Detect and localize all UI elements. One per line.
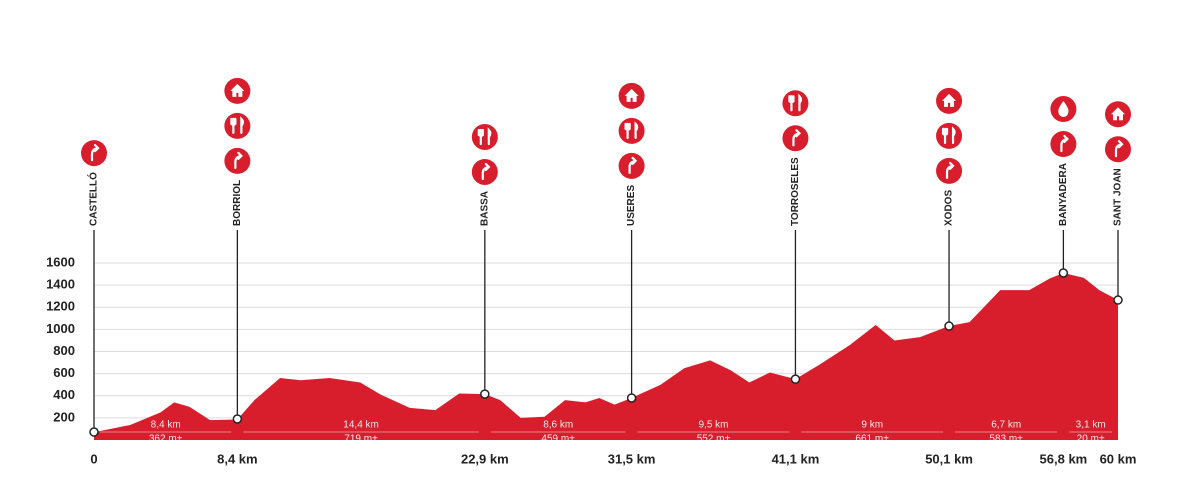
segment-distance: 8,4 km [151,420,181,431]
icon [81,140,107,167]
segment-climb: 459 m+ [541,434,575,445]
y-tick-label: 1600 [46,254,75,269]
icon [618,82,645,109]
segment-climb: 20 m+ [1077,434,1105,445]
y-tick-label: 1000 [46,321,75,336]
x-tick-label: 0 [90,451,97,466]
icon-food [624,121,639,139]
segment-distance: 14,4 km [343,420,379,431]
icon-food [788,93,803,112]
icon-food [477,127,492,146]
icon [936,87,963,114]
y-tick-label: 600 [53,365,75,380]
icon-bg [618,152,645,179]
stop-marker [790,374,801,384]
icon-bg [936,157,963,184]
icon-route [234,151,243,169]
segment-climb: 583 m+ [989,434,1023,445]
icon [936,157,963,184]
icon-home [1111,107,1125,121]
icon-bg [471,158,498,185]
icon-route [90,144,100,162]
icon-home [230,83,245,97]
icon-route [945,161,955,179]
stop-name: XODOS [944,190,955,226]
icon-bg [782,90,809,117]
stop-marker [944,321,954,331]
icon [224,147,251,174]
stop-marker [1058,268,1069,278]
stop-marker [232,414,243,424]
icon-bg [1050,131,1077,158]
stop-name: SANT JOAN [1113,168,1124,226]
icon [224,77,251,104]
segment-climb: 719 m+ [344,434,378,445]
icon [782,90,809,117]
segment-climb: 362 m+ [149,434,183,445]
icon-bg [81,140,107,167]
icon [618,152,645,179]
stop-name: BANYADERA [1058,163,1069,226]
icon [936,122,963,149]
y-tick-label: 200 [53,409,75,424]
icon-bg [782,125,809,152]
stop-name: BASSA [479,191,490,226]
icon [618,117,645,144]
segment-climb: 552 m+ [697,434,731,445]
icon-bg [224,147,251,174]
icon-bg [936,122,963,149]
icon [782,125,809,152]
x-tick-label: 22,9 km [461,451,509,466]
icon-bg [1105,136,1131,163]
stop-marker [626,393,637,403]
icon-home [624,88,639,102]
segment-climb: 661 m+ [855,434,889,445]
icon-home [942,93,957,107]
segment-distance: 9 km [861,420,883,431]
stop-marker [480,389,490,399]
stop-marker [1113,295,1123,305]
y-tick-label: 400 [53,387,75,402]
icon [471,123,498,150]
y-tick-label: 1200 [46,299,75,314]
icon-route [1060,134,1069,153]
icon-drop [1058,101,1069,118]
segment-distance: 9,5 km [699,420,729,431]
x-tick-label: 8,4 km [217,451,257,466]
stop-marker [89,427,99,437]
icon-food [941,126,956,144]
segment-distance: 6,7 km [991,420,1021,431]
icon-route [481,162,491,181]
icon-bg [618,117,645,144]
icon-food [230,116,244,134]
icon [471,158,498,185]
elevation-area [94,272,1118,440]
segment-distance: 8,6 km [543,420,573,431]
x-tick-label: 50,1 km [925,451,973,466]
segment-distance: 3,1 km [1076,420,1106,431]
icon [1050,131,1077,158]
icon [1105,101,1131,128]
stop-name: TORROSELES [790,157,801,226]
x-tick-label: 31,5 km [608,451,656,466]
icon-route [1114,140,1124,158]
stop-name: USERES [626,185,637,226]
y-tick-label: 800 [53,343,75,358]
stop-name: BORRIOL [232,180,243,226]
x-tick-label: 56,8 km [1040,451,1088,466]
icon-route [792,129,801,147]
icon [1105,136,1131,163]
y-tick-label: 1400 [46,277,75,292]
x-tick-label: 60 km [1100,451,1137,466]
icon-bg [224,112,251,139]
icon-route [628,156,638,174]
icon [224,112,251,139]
stop-name: CASTELLÓ [87,172,100,226]
icon-bg [471,123,498,150]
x-tick-label: 41,1 km [772,451,820,466]
icon [1050,96,1077,123]
